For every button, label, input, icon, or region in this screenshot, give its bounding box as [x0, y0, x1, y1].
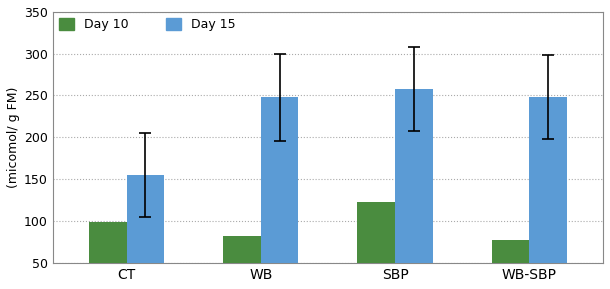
Bar [395, 89, 432, 262]
Bar [357, 202, 395, 262]
Bar [261, 97, 298, 262]
Bar [127, 175, 164, 262]
Y-axis label: (micomol/ g FM): (micomol/ g FM) [7, 86, 20, 188]
Bar [529, 97, 567, 262]
Bar [492, 240, 529, 262]
Bar [89, 223, 127, 262]
Legend: Day 10, Day 15: Day 10, Day 15 [56, 14, 240, 35]
Bar [223, 236, 261, 262]
